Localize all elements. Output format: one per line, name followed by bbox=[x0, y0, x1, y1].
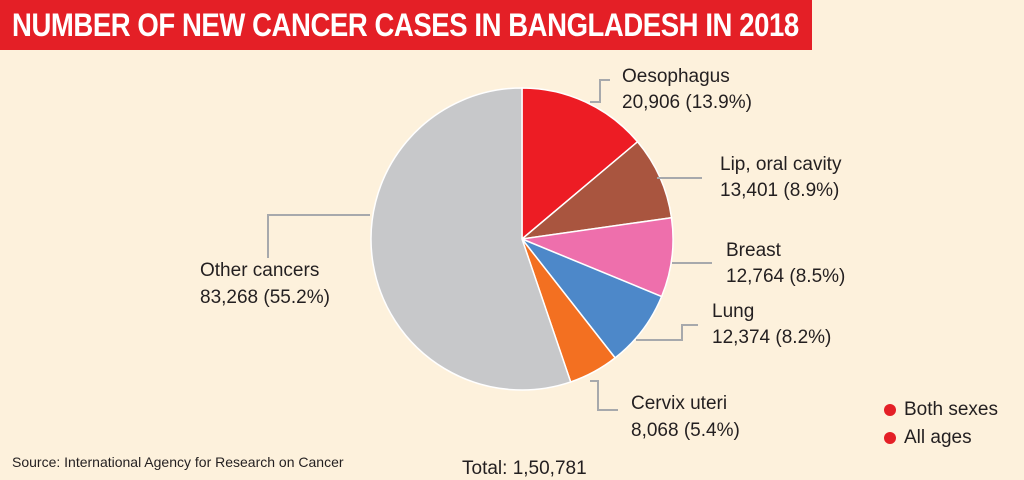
legend-dot-icon bbox=[884, 404, 896, 416]
chart-title: NUMBER OF NEW CANCER CASES IN BANGLADESH… bbox=[12, 7, 799, 43]
title-band: NUMBER OF NEW CANCER CASES IN BANGLADESH… bbox=[0, 0, 812, 50]
slice-value-label: 83,268 (55.2%) bbox=[200, 287, 330, 308]
pie-slice-oesophagus bbox=[521, 87, 639, 241]
legend-label: All ages bbox=[904, 427, 972, 448]
total-label: Total: 1,50,781 bbox=[462, 458, 587, 479]
slice-value-label: 12,374 (8.2%) bbox=[712, 327, 831, 348]
leader-line bbox=[636, 324, 698, 341]
slice-name-label: Oesophagus bbox=[622, 66, 730, 87]
slice-value-label: 8,068 (5.4%) bbox=[631, 420, 740, 441]
pie-slice-other-cancers bbox=[370, 87, 572, 391]
slice-name-label: Other cancers bbox=[200, 260, 319, 281]
slice-name-label: Lip, oral cavity bbox=[720, 154, 842, 175]
slice-value-label: 20,906 (13.9%) bbox=[622, 92, 752, 113]
slice-name-label: Cervix uteri bbox=[631, 393, 727, 414]
pie-slices bbox=[370, 87, 674, 391]
legend: Both sexes All ages bbox=[884, 396, 998, 452]
legend-item: All ages bbox=[884, 424, 998, 452]
leader-line bbox=[267, 214, 370, 258]
leader-line bbox=[590, 79, 610, 103]
slice-name-label: Breast bbox=[726, 240, 782, 261]
legend-dot-icon bbox=[884, 432, 896, 444]
slice-name-label: Lung bbox=[712, 301, 754, 322]
slice-labels: Oesophagus 20,906 (13.9%) Lip, oral cavity… bbox=[200, 66, 845, 441]
source-note: Source: International Agency for Researc… bbox=[12, 454, 344, 470]
legend-item: Both sexes bbox=[884, 396, 998, 424]
slice-value-label: 12,764 (8.5%) bbox=[726, 266, 845, 287]
legend-label: Both sexes bbox=[904, 399, 998, 420]
leader-lines bbox=[267, 79, 712, 411]
leader-line bbox=[590, 380, 618, 411]
slice-value-label: 13,401 (8.9%) bbox=[720, 180, 839, 201]
